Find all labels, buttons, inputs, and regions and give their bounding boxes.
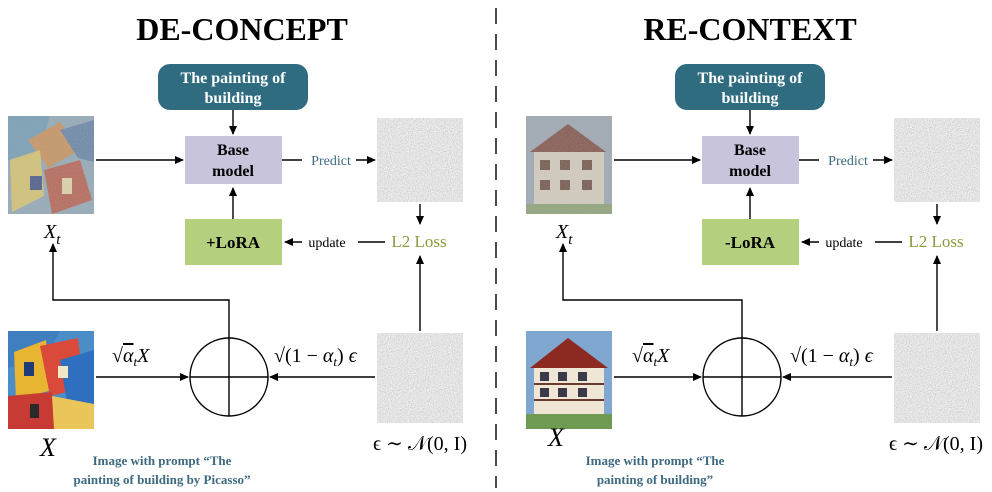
epsilon-dist-label: ϵ ∼ 𝒩(0, I) <box>373 433 467 455</box>
epsilon-dist-label: ϵ ∼ 𝒩(0, I) <box>889 433 983 455</box>
base-line-2: model <box>212 163 254 180</box>
noisy-timber-house-image <box>526 116 612 214</box>
lora-label: +LoRA <box>206 233 261 252</box>
prompt-line-2: building <box>722 90 779 107</box>
prompt-line-1: The painting of <box>181 70 287 87</box>
panel-de-concept: DE-CONCEPT The painting of building Base… <box>8 11 467 487</box>
prompt-line-1: The painting of <box>698 70 804 87</box>
predicted-noise-image <box>377 118 463 202</box>
xt-label-text: X <box>555 221 569 243</box>
xt-label-text: X <box>43 221 57 243</box>
sum-node <box>702 337 782 417</box>
predict-label: Predict <box>311 154 351 169</box>
cubist-building-painting-image <box>8 331 94 429</box>
caption-line-1: Image with prompt “The <box>586 453 725 468</box>
arrow-sum-to-xt <box>49 243 230 338</box>
epsilon-noise-image <box>377 333 463 423</box>
caption-line-2: painting of building by Picasso” <box>74 472 251 487</box>
prompt-box: The painting of building <box>675 64 825 110</box>
sum-node <box>189 337 269 417</box>
prompt-line-2: building <box>205 90 262 107</box>
base-line-1: Base <box>734 142 766 159</box>
xt-label: Xt <box>43 221 61 248</box>
caption-line-1: Image with prompt “The <box>93 453 232 468</box>
epsilon-noise-image <box>894 333 980 423</box>
base-line-1: Base <box>217 142 249 159</box>
base-line-2: model <box>729 163 771 180</box>
panel-title: RE-CONTEXT <box>643 11 856 47</box>
base-model-box: Base model <box>702 136 799 184</box>
prompt-box: The painting of building <box>158 64 308 110</box>
timber-house-painting-image <box>526 331 612 429</box>
sqrt-one-minus-label: √(1 − αt) ϵ <box>274 345 358 369</box>
predicted-noise-image <box>894 118 980 202</box>
panel-re-context: RE-CONTEXT The painting of building Base… <box>526 11 983 487</box>
x-label: X <box>39 433 57 462</box>
predict-label: Predict <box>828 154 868 169</box>
noisy-cubist-building-image <box>8 116 94 214</box>
xt-label: Xt <box>555 221 573 248</box>
base-model-box: Base model <box>185 136 282 184</box>
lora-box: -LoRA <box>702 219 799 265</box>
update-label: update <box>825 236 862 251</box>
caption-line-2: painting of building” <box>597 472 713 487</box>
panel-title: DE-CONCEPT <box>136 11 348 47</box>
sqrt-one-minus-label: √(1 − αt) ϵ <box>790 345 874 369</box>
sqrt-alpha-label: √αtX <box>632 345 670 369</box>
update-label: update <box>308 236 345 251</box>
lora-label: -LoRA <box>725 233 776 252</box>
l2-loss-label: L2 Loss <box>908 232 963 251</box>
l2-loss-label: L2 Loss <box>391 232 446 251</box>
x-label: X <box>547 423 565 452</box>
sqrt-alpha-label: √αtX <box>112 345 150 369</box>
arrow-sum-to-xt <box>559 243 743 338</box>
lora-box: +LoRA <box>185 219 282 265</box>
